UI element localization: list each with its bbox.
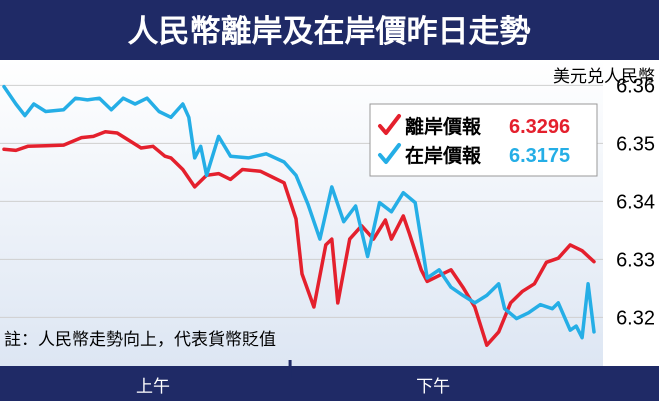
chart-title: 人民幣離岸及在岸價昨日走勢 (128, 14, 531, 50)
series-lines (2, 84, 596, 347)
series-line-offshore (2, 130, 596, 347)
y-tick-label: 6.32 (616, 307, 655, 329)
legend: 離岸價報 6.3296 在岸價報 6.3175 (369, 103, 598, 177)
legend-label-offshore: 離岸價報 (405, 115, 482, 138)
x-session-label: 下午 (416, 377, 450, 397)
legend-mark-onshore (378, 143, 401, 164)
legend-label-onshore: 在岸價報 (405, 144, 482, 167)
legend-item-offshore: 離岸價報 6.3296 (378, 114, 570, 138)
y-unit-label: 美元兑人民幣 (553, 67, 655, 87)
x-axis-sessions: 上午 下午 (136, 360, 450, 397)
y-axis-ticks: 6.32 6.33 6.34 6.35 6.36 (616, 75, 655, 329)
series-line-onshore (2, 84, 596, 340)
x-axis-bar (0, 366, 659, 401)
chart-note: 註：人民幣走勢向上，代表貨幣貶值 (4, 330, 276, 350)
y-tick-label: 6.34 (616, 191, 655, 213)
title-banner (0, 0, 659, 60)
legend-mark-offshore (378, 114, 401, 135)
legend-box (369, 103, 598, 177)
legend-value-onshore: 6.3175 (509, 145, 570, 167)
legend-item-onshore: 在岸價報 6.3175 (378, 143, 570, 167)
y-tick-label: 6.33 (616, 249, 655, 271)
x-session-label: 上午 (136, 377, 170, 397)
y-tick-label: 6.35 (616, 133, 655, 155)
y-tick-label: 6.36 (616, 75, 655, 97)
legend-value-offshore: 6.3296 (509, 116, 570, 138)
